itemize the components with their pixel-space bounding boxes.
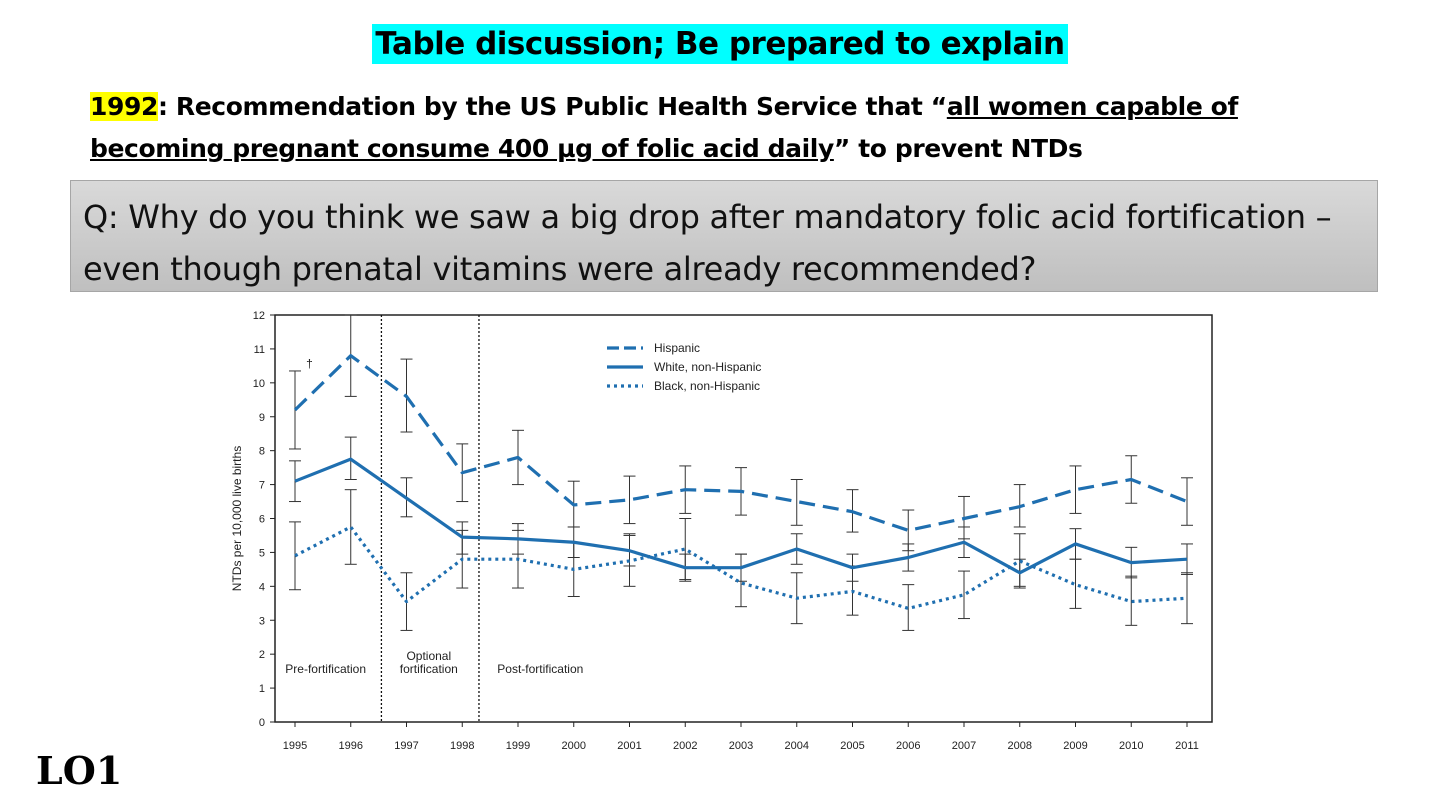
x-tick-label: 1997 xyxy=(394,740,418,752)
y-axis-label: NTDs per 10,000 live births xyxy=(230,446,244,591)
x-tick-label: 2002 xyxy=(673,740,697,752)
question-text: Q: Why do you think we saw a big drop af… xyxy=(83,198,1332,288)
x-tick-label: 2004 xyxy=(785,740,809,752)
y-tick-label: 12 xyxy=(253,310,265,322)
question-box: Q: Why do you think we saw a big drop af… xyxy=(70,180,1378,292)
y-tick-label: 2 xyxy=(259,649,265,661)
series-line-white-non-hispanic xyxy=(294,457,1188,575)
x-tick-label: 2008 xyxy=(1008,740,1032,752)
x-tick-label: 1999 xyxy=(506,740,530,752)
y-tick-label: 1 xyxy=(259,683,265,695)
y-tick-label: 6 xyxy=(259,514,265,526)
x-tick-label: 2009 xyxy=(1063,740,1087,752)
x-tick-label: 1998 xyxy=(450,740,474,752)
y-tick-label: 5 xyxy=(259,547,265,559)
slide-title: Table discussion; Be prepared to explain xyxy=(372,24,1068,64)
x-tick-label: 2005 xyxy=(840,740,864,752)
x-tick-label: 2001 xyxy=(617,740,641,752)
recommendation-text: 1992: Recommendation by the US Public He… xyxy=(90,86,1360,170)
recommendation-year: 1992 xyxy=(90,92,158,121)
x-tick-label: 2000 xyxy=(562,740,586,752)
y-tick-label: 10 xyxy=(253,378,265,390)
legend-label: Black, non-Hispanic xyxy=(654,379,760,393)
period-label: Post-fortification xyxy=(497,662,583,676)
y-tick-label: 9 xyxy=(259,412,265,424)
legend-label: White, non-Hispanic xyxy=(654,360,761,374)
recommendation-outro: ” to prevent NTDs xyxy=(833,134,1083,163)
y-tick-label: 8 xyxy=(259,446,265,458)
x-tick-label: 1996 xyxy=(339,740,363,752)
x-tick-label: 2011 xyxy=(1175,740,1199,752)
series-line-hispanic xyxy=(293,354,1188,532)
x-tick-label: 1995 xyxy=(283,740,307,752)
y-tick-label: 3 xyxy=(259,615,265,627)
x-tick-label: 2010 xyxy=(1119,740,1143,752)
x-tick-label: 2003 xyxy=(729,740,753,752)
period-label: Pre-fortification xyxy=(285,662,366,676)
period-label: fortification xyxy=(400,662,458,676)
x-tick-label: 2006 xyxy=(896,740,920,752)
learning-objective-label: LO1 xyxy=(36,748,123,793)
title-container: Table discussion; Be prepared to explain xyxy=(0,24,1440,64)
recommendation-intro: : Recommendation by the US Public Health… xyxy=(157,92,947,121)
x-tick-label: 2007 xyxy=(952,740,976,752)
legend-label: Hispanic xyxy=(654,341,700,355)
y-tick-label: 4 xyxy=(259,581,265,593)
y-tick-label: 0 xyxy=(259,717,265,729)
y-tick-label: 7 xyxy=(259,480,265,492)
annotation-dagger: † xyxy=(306,357,313,371)
y-tick-label: 11 xyxy=(254,344,265,356)
recommendation-quote: all women capable of becoming pregnant c… xyxy=(90,92,1238,163)
period-label: Optional xyxy=(406,649,451,663)
